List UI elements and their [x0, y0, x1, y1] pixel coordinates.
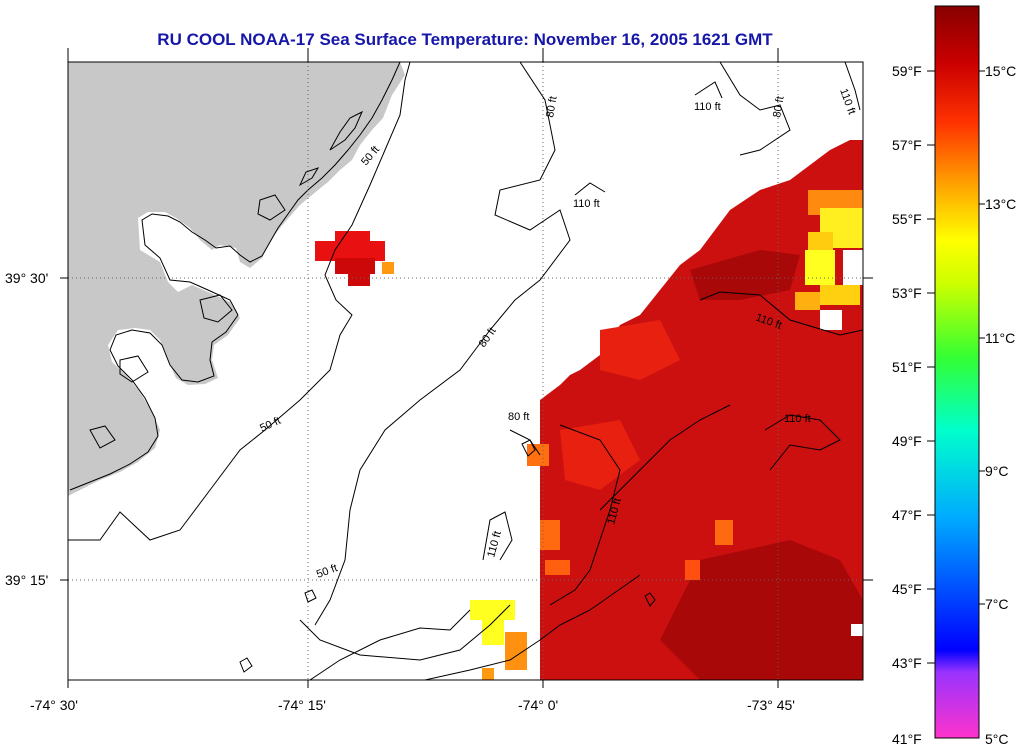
lon-label-73-45: -73° 45'	[747, 697, 795, 713]
svg-text:59°F: 59°F	[892, 63, 922, 79]
lon-label-74-30: -74° 30'	[30, 697, 78, 713]
svg-text:80 ft: 80 ft	[544, 95, 560, 118]
colorbar-celsius-labels: 15°C 13°C 11°C 9°C 7°C 5°C	[985, 63, 1016, 747]
colorbar-fahrenheit-labels: 59°F 57°F 55°F 53°F 51°F 49°F 47°F 45°F …	[892, 63, 922, 747]
svg-text:110 ft: 110 ft	[573, 198, 600, 210]
svg-text:5°C: 5°C	[985, 731, 1009, 747]
svg-text:80 ft: 80 ft	[508, 411, 529, 423]
map-title: RU COOL NOAA-17 Sea Surface Temperature:…	[157, 30, 773, 49]
svg-text:51°F: 51°F	[892, 359, 922, 375]
svg-text:11°C: 11°C	[985, 330, 1015, 346]
svg-text:15°C: 15°C	[985, 63, 1016, 79]
colorbar	[934, 5, 980, 739]
svg-text:45°F: 45°F	[892, 581, 922, 597]
svg-text:80 ft: 80 ft	[771, 95, 787, 118]
svg-text:7°C: 7°C	[985, 596, 1009, 612]
longitude-labels: -74° 30' -74° 15' -74° 0' -73° 45'	[30, 697, 795, 713]
lat-label-39-30: 39° 30'	[5, 270, 48, 286]
graticule	[68, 62, 863, 680]
colorbar-ticks	[927, 70, 985, 664]
svg-text:41°F: 41°F	[892, 731, 922, 747]
lat-label-39-15: 39° 15'	[5, 572, 48, 588]
lon-label-74-15: -74° 15'	[278, 697, 326, 713]
svg-text:47°F: 47°F	[892, 507, 922, 523]
sst-data-pixels	[315, 140, 863, 680]
coastline	[69, 62, 401, 491]
svg-text:13°C: 13°C	[985, 196, 1016, 212]
svg-text:49°F: 49°F	[892, 433, 922, 449]
svg-text:9°C: 9°C	[985, 463, 1009, 479]
lon-label-74-0: -74° 0'	[518, 697, 558, 713]
svg-text:53°F: 53°F	[892, 285, 922, 301]
bathymetry-contours	[68, 62, 863, 680]
marsh-islands	[89, 110, 364, 449]
svg-text:110 ft: 110 ft	[784, 413, 811, 425]
map-frame	[67, 61, 864, 681]
svg-text:43°F: 43°F	[892, 655, 922, 671]
svg-text:57°F: 57°F	[892, 137, 922, 153]
svg-text:110 ft: 110 ft	[694, 101, 721, 113]
latitude-labels: 39° 30' 39° 15'	[5, 270, 48, 588]
land-mass	[68, 62, 405, 496]
frame-ticks	[60, 48, 873, 688]
svg-text:55°F: 55°F	[892, 211, 922, 227]
